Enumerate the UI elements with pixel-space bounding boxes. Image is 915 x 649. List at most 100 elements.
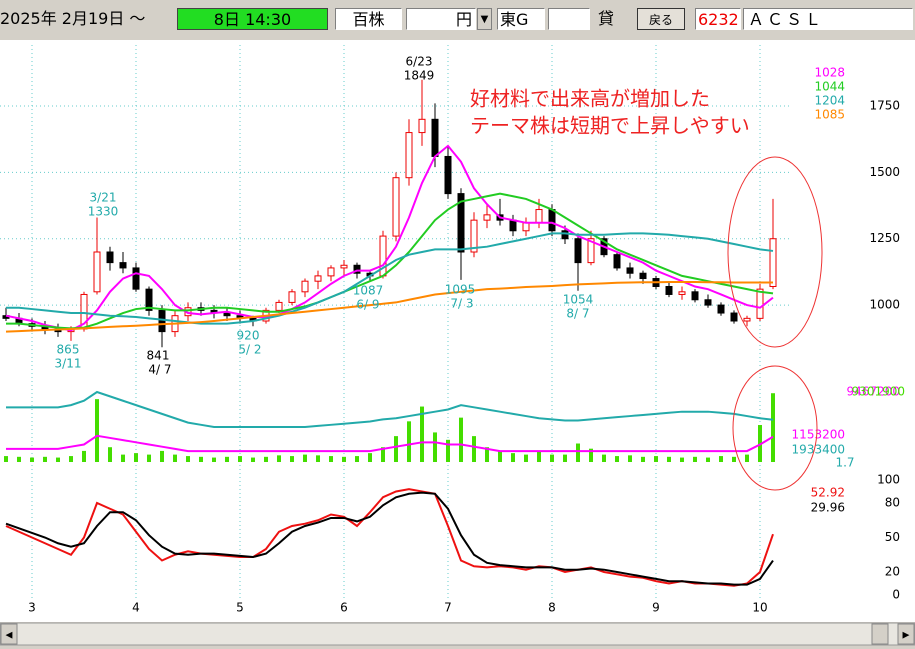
volume-bar [511,453,515,462]
note: テーマ株は短期で上昇しやすい [470,114,750,138]
candle-body [444,155,452,195]
annotation: 841 [147,349,170,363]
candle-body [457,193,465,253]
volume-bar [719,456,723,462]
y-tick-label: 20 [885,565,900,579]
volume-bar [732,456,736,462]
market[interactable]: 東G [497,8,545,30]
volume-bar [30,457,34,462]
annotation: 7/ 3 [450,297,473,311]
blank-field[interactable] [548,8,590,30]
annotation: 1330 [88,205,119,219]
volume-bar [134,453,138,462]
candle-body [769,238,777,288]
back-button[interactable]: 戻る [637,8,685,30]
volume-bar [290,456,294,462]
candle-body [509,219,517,232]
volume-bar [329,456,333,462]
volume-bar [342,456,346,462]
volume-bar [173,454,177,462]
code[interactable]: 6232 [695,8,741,30]
volume-bar [121,454,125,462]
candle-body [301,280,309,293]
volume-bar [394,436,398,462]
candle-body [535,209,543,224]
annotation: 1849 [404,69,435,83]
y-tick-label: 80 [885,496,900,510]
currency[interactable]: 円 [406,8,476,30]
scroll-arrow: ▶ [903,631,910,641]
volume-bar [667,456,671,462]
scroll-right[interactable] [897,623,915,645]
candle-body [288,291,296,303]
volume-bar [368,453,372,462]
volume-bar [420,406,424,462]
legend-value: 29.96 [811,501,845,515]
volume-bar [472,436,476,462]
volume-bar [251,457,255,462]
scrollbar[interactable] [0,622,915,646]
series-line [6,232,774,325]
dropdown[interactable]: ▼ [477,8,492,30]
legend-entry: 1153200 [792,428,845,442]
annotation: 1.7 [835,456,854,470]
volume-bar [17,456,21,462]
candle-body [132,267,140,290]
volume-bar [264,456,268,462]
series-line [6,192,774,330]
scroll-arrow: ◀ [6,631,13,641]
annotation: 1087 [353,284,384,298]
y-tick-label: 50 [885,530,900,544]
volume-bar [433,432,437,462]
volume-bar [316,455,320,462]
candle-body [704,299,712,306]
candle-body [483,214,491,221]
unit[interactable]: 百株 [335,8,402,30]
x-tick-label: 4 [132,601,140,615]
candle-body [275,301,283,311]
volume-bar [537,450,541,462]
candle-body [145,288,153,311]
highlight-ellipse [732,365,818,491]
x-tick-label: 3 [28,601,36,615]
annotation: 8/ 7 [566,307,589,321]
annotation: 865 [57,343,80,357]
legend-value: 52.92 [811,486,845,500]
x-tick-label: 5 [236,601,244,615]
volume-bar [498,450,502,462]
volume-bar [615,456,619,462]
period[interactable]: 8日 14:30 [177,8,328,30]
y-tick-label: 1000 [869,298,900,312]
volume-bar [654,456,658,462]
annotation: 3/21 [90,191,117,205]
scroll-left[interactable] [0,623,18,645]
candle-body [626,267,634,274]
stock-name[interactable]: ＡＣＳＬ [743,8,913,30]
legend-entry: 1933400 [792,443,845,457]
candle-body [327,267,335,277]
volume-bar [95,399,99,462]
x-tick-label: 9 [652,601,660,615]
annotation: 1095 [445,283,476,297]
note: 好材料で出来高が増加した [470,87,710,111]
volume-bar [680,457,684,462]
candle-body [353,264,361,274]
volume-bar [550,454,554,462]
candle-body [106,251,114,264]
candle-body [470,219,478,253]
volume-bar [147,454,151,462]
date-range: 2025年 2月19日 ～ [0,9,146,28]
volume-bar [576,443,580,462]
candle-body [665,286,673,295]
volume-bar [563,454,567,462]
x-tick-label: 10 [752,601,767,615]
candle-body [730,312,738,322]
volume-bar [485,447,489,462]
candle-body [522,222,530,232]
scroll-thumb[interactable] [871,623,889,645]
highlight-ellipse [727,156,823,348]
x-tick-label: 7 [444,601,452,615]
annotation: 6/23 [406,55,433,69]
volume-bar [108,447,112,462]
candle-body [223,312,231,317]
